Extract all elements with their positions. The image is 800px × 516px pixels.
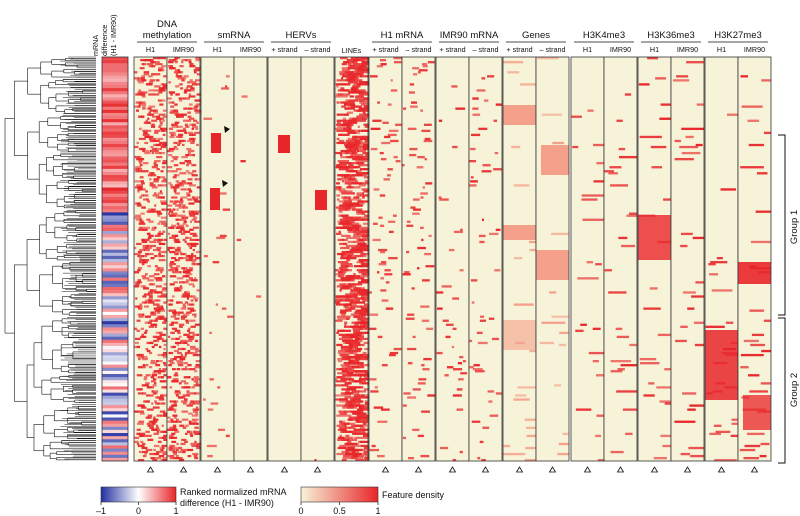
svg-text:–1: –1 [96,506,106,516]
group-2-bracket: Group 2 [778,317,800,464]
group-1-label: Group 1 [789,210,800,244]
h3k27me3-col-label: H1 [717,45,726,54]
smrna-col-label: IMR90 [240,45,261,54]
svg-text:Ranked normalized mRNA: Ranked normalized mRNA [180,487,287,497]
triangle-marker [313,466,322,473]
mrna-difference-label: mRNA difference (H1 - IMR90) [91,14,118,56]
triangle-marker [246,466,255,473]
triangle-marker [750,466,759,473]
h3k27me3-title: H3K27me3 [714,30,762,41]
triangle-marker [548,466,557,473]
svg-text:difference: difference [100,25,109,56]
h3k4me3-column [570,56,605,462]
hervs-col-label: – strand [305,45,331,54]
triangle-marker [381,466,390,473]
hervs-column [267,56,302,462]
triangle-marker [650,466,659,473]
dna-methylation-title: DNA [157,19,178,30]
svg-text:Feature density: Feature density [382,490,445,500]
imr90-mrna-col-label: + strand [439,45,465,54]
heatmap-columns [133,56,772,462]
hervs-column [300,56,335,462]
hervs-title: HERVs [286,30,317,41]
svg-text:0: 0 [136,506,141,516]
imr90-mrna-title: IMR90 mRNA [440,30,499,41]
dna-methylation-title: methylation [143,30,192,41]
h3k27me3-column [737,56,772,462]
genes-title: Genes [522,30,550,41]
triangle-marker [179,466,188,473]
mrna-difference-strip [101,56,129,462]
triangle-marker [583,466,592,473]
h3k36me3-col-label: IMR90 [677,45,698,54]
triangle-marker [616,466,625,473]
density-legend-colorbar [300,486,379,503]
h3k4me3-column [603,56,638,462]
genes-column [535,56,570,462]
triangle-marker [280,466,289,473]
h3k36me3-column [637,56,672,462]
lines-column [334,56,381,462]
svg-text:0.5: 0.5 [333,506,346,516]
h3k4me3-title: H3K4me3 [583,30,625,41]
svg-text:0: 0 [298,506,303,516]
arrowhead-marker [224,126,230,133]
h1-mrna-title: H1 mRNA [381,30,424,41]
column-markers [146,466,759,473]
triangle-marker [146,466,155,473]
h3k36me3-col-label: H1 [650,45,659,54]
h3k36me3-title: H3K36me3 [647,30,695,41]
h1-mrna-column [401,56,436,462]
genes-column [502,56,537,462]
genes-col-label: + strand [506,45,532,54]
h3k27me3-column [704,56,739,462]
hervs-col-label: + strand [271,45,297,54]
dna-methylation-column [133,56,170,462]
svg-text:difference (H1 - IMR90): difference (H1 - IMR90) [180,498,274,508]
h3k27me3-col-label: IMR90 [744,45,765,54]
svg-text:(H1 - IMR90): (H1 - IMR90) [109,14,118,56]
svg-text:1: 1 [173,506,178,516]
imr90-mrna-column [435,56,470,462]
mrna-legend-colorbar [100,486,177,503]
triangle-marker [213,466,222,473]
genes-col-label: – strand [540,45,566,54]
mrna-difference-legend: –1 0 1 Ranked normalized mRNA difference… [96,486,287,516]
imr90-mrna-column [468,56,503,462]
lines-col-label: LINEs [342,46,362,55]
svg-text:1: 1 [375,506,380,516]
triangle-marker [448,466,457,473]
h3k4me3-col-label: IMR90 [610,45,631,54]
triangle-marker [481,466,490,473]
dendrogram [4,56,97,461]
group-1-bracket: Group 1 [778,134,800,316]
imr90-mrna-col-label: – strand [473,45,499,54]
h1-mrna-col-label: + strand [372,45,398,54]
smrna-column [233,56,268,462]
feature-density-legend: 0 0.5 1 Feature density [298,486,445,516]
triangle-marker [414,466,423,473]
triangle-marker [717,466,726,473]
triangle-marker [683,466,692,473]
h1-mrna-col-label: – strand [406,45,432,54]
arrowhead-marker [222,180,228,187]
h1-mrna-column [368,56,403,462]
group-2-label: Group 2 [789,373,800,407]
dna-methylation-column [166,56,204,462]
dna-methylation-col-label: H1 [146,45,155,54]
svg-text:mRNA: mRNA [91,35,100,56]
h3k36me3-column [670,56,705,462]
smrna-col-label: H1 [213,45,222,54]
smrna-title: smRNA [218,30,251,41]
h3k4me3-col-label: H1 [583,45,592,54]
triangle-marker [515,466,524,473]
dna-methylation-col-label: IMR90 [173,45,194,54]
smrna-column [200,56,235,462]
